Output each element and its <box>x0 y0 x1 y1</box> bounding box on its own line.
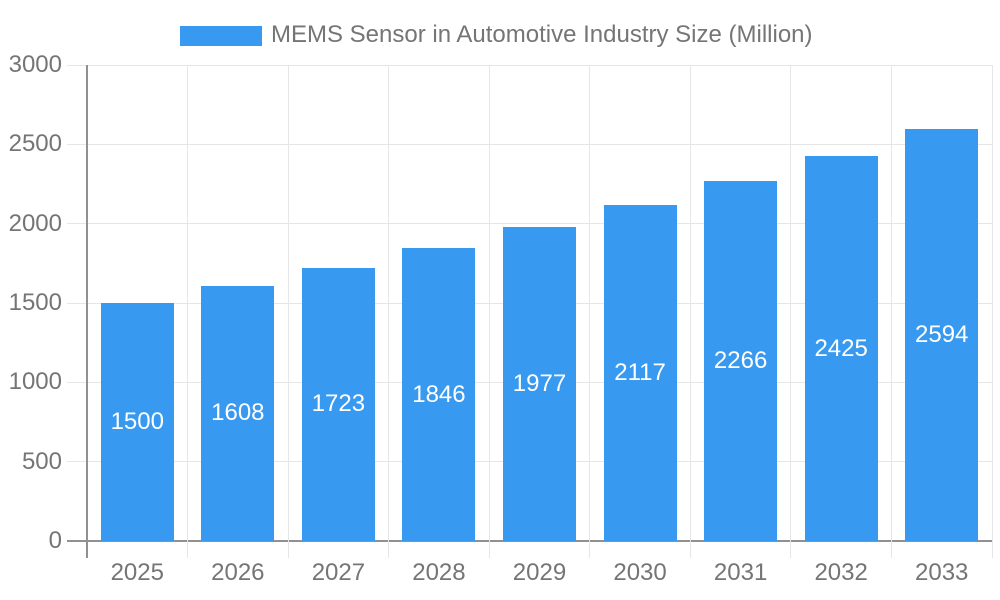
y-axis-tick-label: 0 <box>48 527 62 554</box>
bar-value-label: 2425 <box>814 334 868 362</box>
bar[interactable]: 1608 <box>201 285 275 541</box>
gridline-horizontal <box>67 223 992 225</box>
bar[interactable]: 2266 <box>704 181 778 541</box>
bar[interactable]: 1500 <box>100 303 174 541</box>
bar-value-label: 2594 <box>915 321 969 349</box>
bar-value-label: 1500 <box>110 408 164 435</box>
gridline-horizontal <box>67 143 992 145</box>
x-axis-tick-label: 2026 <box>211 559 265 586</box>
bar-value-label: 1977 <box>512 370 567 398</box>
y-axis-tick-label: 500 <box>21 447 62 475</box>
bar[interactable]: 2425 <box>804 156 878 541</box>
y-axis-tick-label: 2000 <box>8 209 62 237</box>
bar[interactable]: 1723 <box>301 267 375 541</box>
x-axis-tick-label: 2030 <box>613 559 667 586</box>
legend-label: MEMS Sensor in Automotive Industry Size … <box>271 21 813 48</box>
x-axis-tick-label: 2029 <box>512 559 567 586</box>
plot-area: 0 500 1000 1500 2000 2500 3000 1500 2025 1608 2026… <box>9 53 993 585</box>
bar[interactable]: 2117 <box>603 205 677 541</box>
bar-value-label: 2266 <box>713 347 768 375</box>
gridline-vertical <box>388 65 390 558</box>
bar-value-label: 1608 <box>211 399 265 427</box>
x-axis-tick-label: 2025 <box>110 559 164 586</box>
gridline-vertical <box>689 65 691 558</box>
legend-swatch-icon <box>180 26 262 46</box>
x-axis-tick-label: 2032 <box>814 559 868 586</box>
bar[interactable]: 1846 <box>402 248 476 541</box>
x-axis-tick-label: 2027 <box>311 559 366 586</box>
gridline-vertical <box>790 65 792 558</box>
x-axis-line <box>67 540 992 542</box>
bar[interactable]: 1977 <box>503 227 576 541</box>
y-axis-tick-label: 2500 <box>8 130 62 158</box>
y-axis-line <box>86 65 88 558</box>
y-axis-tick-label: 3000 <box>8 51 62 78</box>
gridline-vertical <box>287 65 289 558</box>
gridline-vertical <box>589 65 591 558</box>
gridline-vertical <box>187 65 189 558</box>
gridline-vertical <box>488 65 490 558</box>
x-axis-tick-label: 2028 <box>412 559 466 586</box>
gridline-vertical <box>991 65 993 558</box>
x-axis-tick-label: 2033 <box>915 559 969 586</box>
bar-value-label: 1846 <box>412 380 466 408</box>
gridline-vertical <box>890 65 892 558</box>
bar[interactable]: 2594 <box>905 129 979 541</box>
gridline-horizontal <box>67 64 992 66</box>
bar-value-label: 1723 <box>311 390 366 418</box>
y-axis-tick-label: 1000 <box>8 368 62 396</box>
bar-value-label: 2117 <box>614 359 666 387</box>
x-axis-tick-label: 2031 <box>713 559 768 586</box>
y-axis-tick-label: 1500 <box>8 289 62 316</box>
legend[interactable]: MEMS Sensor in Automotive Industry Size … <box>180 22 813 48</box>
